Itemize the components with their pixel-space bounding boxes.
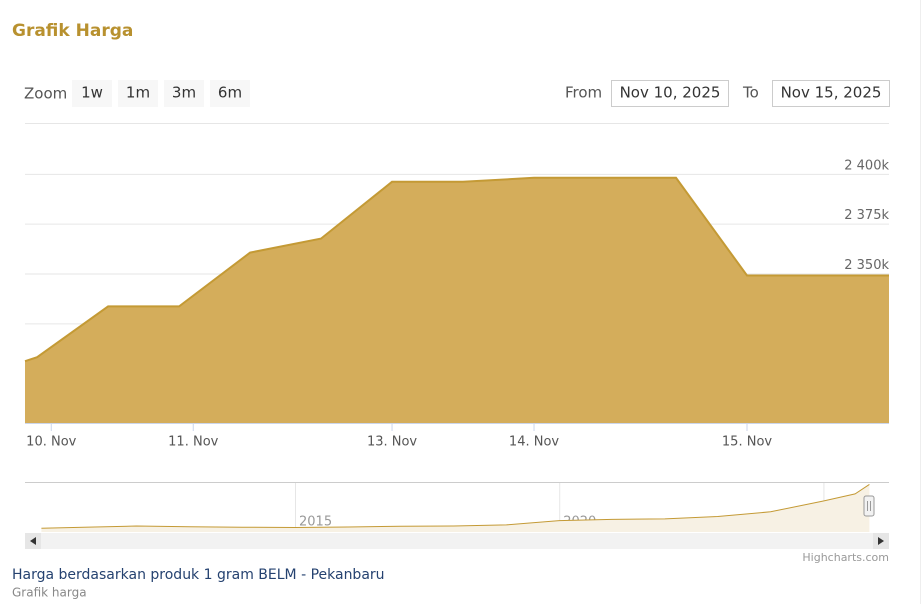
zoom-button[interactable] [72,80,112,107]
scroll-left-arrow [30,537,36,545]
to-value: Nov 15, 2025 [781,84,882,102]
y-tick-label: 2 375k [844,208,889,223]
navigator: 201520202025 [41,482,870,532]
area [25,177,889,423]
to-label: To [742,84,759,102]
area-line [41,483,870,529]
zoom-button-label: 1m [126,84,150,102]
y-tick-label: 2 350k [844,258,889,273]
zoom-button-label: 3m [172,84,196,102]
x-tick-label: 15. Nov [722,435,772,450]
chart-title: Grafik Harga [12,21,133,41]
caption: Harga berdasarkan produk 1 gram BELM - P… [12,567,385,583]
from-value: Nov 10, 2025 [620,84,721,102]
zoom-button-label: 6m [218,84,242,102]
x-tick-label: 13. Nov [367,435,417,450]
zoom-label: Zoom [24,85,67,103]
x-tick-label: 11. Nov [168,435,218,450]
zoom-button-label: 1w [81,84,103,102]
y-tick-label: 2 400k [844,158,889,173]
from-input[interactable] [611,80,729,107]
from-label: From [565,84,602,102]
subcaption: Grafik harga [12,586,87,600]
zoom-button[interactable] [210,80,250,107]
navigator-handle[interactable] [863,495,875,517]
x-tick-label: 14. Nov [509,435,559,450]
scrollbar[interactable] [25,533,889,549]
area [41,484,870,532]
scroll-right-arrow [878,537,884,545]
zoom-button[interactable] [164,80,204,107]
x-tick-label: 10. Nov [26,435,76,450]
zoom-buttons: 1w 1m 3m 6m [72,80,250,107]
x-tick-label: 2015 [299,515,332,530]
credits[interactable]: Highcharts.com [802,551,889,564]
to-input[interactable] [772,80,890,107]
zoom-button[interactable] [118,80,158,107]
area-line [24,176,889,363]
